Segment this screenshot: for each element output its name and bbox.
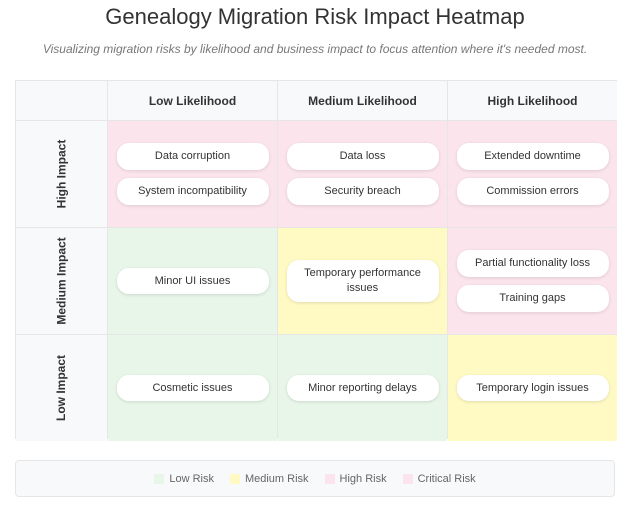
- heatmap-cell: Partial functionality loss Training gaps: [448, 228, 617, 334]
- column-header-high: High Likelihood: [448, 81, 617, 120]
- column-header-low: Low Likelihood: [108, 81, 277, 120]
- risk-item: Data loss: [286, 143, 439, 170]
- row-header-low-impact: Low Impact: [16, 335, 107, 441]
- risk-item: System incompatibility: [116, 178, 269, 205]
- row-label: Low Impact: [54, 354, 69, 422]
- heatmap-cell: Temporary performance issues: [278, 228, 447, 334]
- corner-cell: [16, 81, 107, 120]
- heatmap-cell: Minor UI issues: [108, 228, 277, 334]
- column-header-medium: Medium Likelihood: [278, 81, 447, 120]
- risk-item: Training gaps: [456, 285, 609, 312]
- risk-item: Partial functionality loss: [456, 250, 609, 277]
- risk-item: Minor reporting delays: [286, 374, 439, 402]
- page-subtitle: Visualizing migration risks by likelihoo…: [42, 42, 588, 56]
- legend-label: Medium Risk: [244, 472, 309, 485]
- legend-item-critical: Critical Risk: [402, 472, 476, 485]
- risk-item: Commission errors: [456, 178, 609, 205]
- heatmap-cell: Extended downtime Commission errors: [448, 121, 617, 227]
- risk-item: Extended downtime: [456, 143, 609, 170]
- risk-item: Data corruption: [116, 143, 269, 170]
- risk-item: Minor UI issues: [116, 267, 269, 295]
- legend-label: Low Risk: [169, 472, 214, 485]
- risk-item: Cosmetic issues: [116, 374, 269, 402]
- risk-item: Temporary performance issues: [286, 260, 439, 302]
- row-header-medium-impact: Medium Impact: [16, 228, 107, 334]
- risk-heatmap: Low Likelihood Medium Likelihood High Li…: [15, 80, 617, 441]
- legend: Low Risk Medium Risk High Risk Critical …: [15, 460, 615, 497]
- row-label: Medium Impact: [54, 237, 69, 325]
- legend-swatch: [324, 473, 335, 484]
- row-label: High Impact: [54, 139, 69, 209]
- page-title: Genealogy Migration Risk Impact Heatmap: [105, 4, 525, 29]
- legend-swatch: [154, 473, 165, 484]
- heatmap-cell: Data corruption System incompatibility: [108, 121, 277, 227]
- row-header-high-impact: High Impact: [16, 121, 107, 227]
- risk-item: Temporary login issues: [456, 374, 609, 402]
- heatmap-cell: Cosmetic issues: [108, 335, 277, 441]
- risk-item: Security breach: [286, 178, 439, 205]
- heatmap-cell: Data loss Security breach: [278, 121, 447, 227]
- heatmap-cell: Minor reporting delays: [278, 335, 447, 441]
- legend-label: Critical Risk: [417, 472, 476, 485]
- legend-label: High Risk: [339, 472, 387, 485]
- legend-item-low: Low Risk: [154, 473, 214, 485]
- legend-item-medium: Medium Risk: [229, 472, 309, 485]
- legend-swatch: [229, 473, 240, 484]
- heatmap-cell: Temporary login issues: [448, 335, 617, 441]
- legend-item-high: High Risk: [324, 472, 387, 485]
- legend-swatch: [402, 473, 413, 484]
